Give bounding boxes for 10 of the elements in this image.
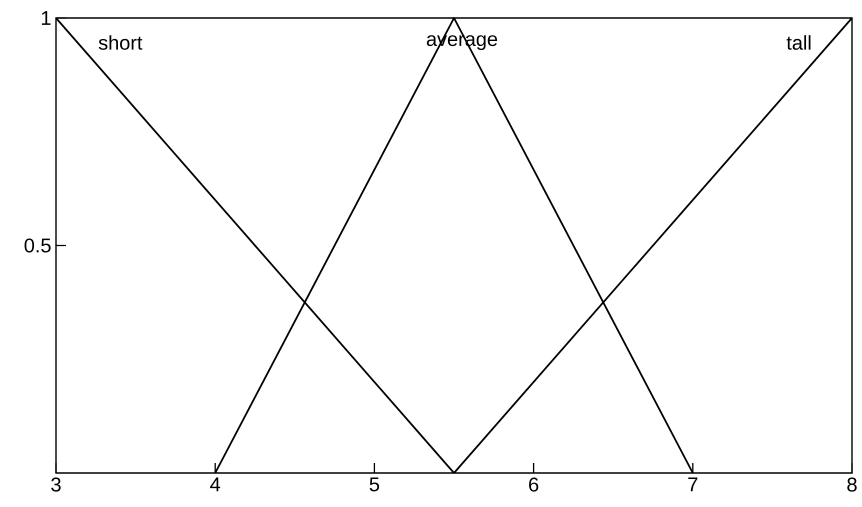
series-label: short (98, 35, 142, 50)
x-tick-label: 7 (688, 478, 698, 492)
x-tick-label: 5 (370, 478, 380, 492)
x-tick-label: 3 (51, 478, 61, 492)
y-tick-label: 1 (42, 11, 51, 25)
x-tick-label: 8 (847, 478, 857, 492)
x-tick-label: 4 (210, 478, 220, 492)
series-label: tall (786, 35, 810, 50)
y-tick-label: 0.5 (24, 238, 51, 253)
x-tick-label: 6 (529, 478, 538, 492)
